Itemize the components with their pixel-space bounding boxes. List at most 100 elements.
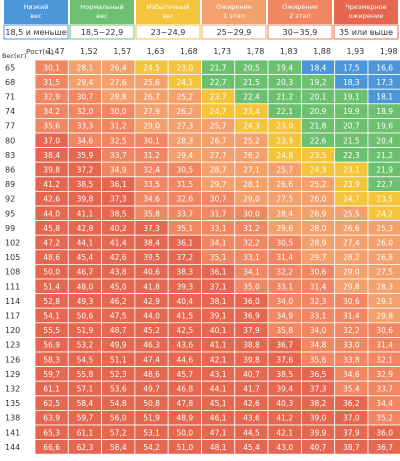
y-tick-label: 114 <box>5 297 20 306</box>
y-tick-label: 65 <box>5 63 15 72</box>
bmi-cell-value: 35,8 <box>276 326 293 335</box>
bmi-cell-value: 45,4 <box>243 443 260 452</box>
bmi-cell-value: 28,0 <box>310 224 327 233</box>
y-tick-label: 123 <box>5 341 20 350</box>
y-tick-label: 89 <box>5 180 15 189</box>
bmi-cell-value: 32,5 <box>110 136 127 145</box>
bmi-cell-value: 32,2 <box>276 268 293 277</box>
bmi-cell-value: 24,2 <box>376 209 393 218</box>
bmi-cell-value: 19,1 <box>343 93 360 102</box>
bmi-cell-value: 17,3 <box>376 78 393 87</box>
bmi-cell-value: 43,6 <box>243 414 260 423</box>
bmi-cell-value: 52,3 <box>110 370 127 379</box>
bmi-cell-value: 25,2 <box>310 180 327 189</box>
legend-swatch <box>136 0 200 24</box>
bmi-cell-value: 63,9 <box>43 414 60 423</box>
legend-range-box <box>69 24 135 40</box>
bmi-cell-value: 26,7 <box>210 136 227 145</box>
bmi-cell-value: 66,6 <box>43 443 60 452</box>
bmi-cell-value: 26,0 <box>310 195 327 204</box>
bmi-cell-value: 32,1 <box>376 355 393 364</box>
bmi-cell-value: 47,8 <box>176 399 193 408</box>
bmi-cell-value: 54,1 <box>43 312 60 321</box>
bmi-cell-value: 40,4 <box>176 297 193 306</box>
x-tick-label: 1,88 <box>313 47 331 56</box>
y-tick-label: 108 <box>5 268 20 277</box>
bmi-cell-value: 32,3 <box>310 297 327 306</box>
bmi-cell-value: 24,7 <box>210 107 227 116</box>
legend-range-box <box>267 24 333 40</box>
bmi-cell-value: 23,4 <box>243 107 260 116</box>
bmi-cell-value: 33,7 <box>176 209 193 218</box>
legend-label: 1 этап <box>223 12 245 20</box>
bmi-cell-value: 28,3 <box>176 136 193 145</box>
legend-label: Нормальный <box>80 3 123 11</box>
bmi-cell-value: 27,1 <box>243 166 260 175</box>
bmi-cell-value: 41,2 <box>43 180 60 189</box>
bmi-cell-value: 32,4 <box>143 166 160 175</box>
y-tick-label: 135 <box>5 399 20 408</box>
y-tick-label: 117 <box>5 312 20 321</box>
bmi-cell-value: 30,5 <box>276 239 293 248</box>
bmi-cell-value: 44,0 <box>143 312 160 321</box>
bmi-cell-value: 31,5 <box>176 180 193 189</box>
y-tick-label: 92 <box>5 195 15 204</box>
bmi-cell-value: 56,0 <box>110 414 127 423</box>
x-tick-label: 1,98 <box>380 47 398 56</box>
legend-label: ожирение <box>349 12 384 20</box>
bmi-cell-value: 24,5 <box>143 63 160 72</box>
bmi-cell-value: 61,1 <box>77 428 94 437</box>
bmi-cell-value: 56,9 <box>43 341 60 350</box>
bmi-cell-value: 37,2 <box>176 253 193 262</box>
bmi-cell-value: 34,0 <box>310 326 327 335</box>
bmi-cell-value: 26,9 <box>310 209 327 218</box>
bmi-cell-value: 46,1 <box>210 414 227 423</box>
bmi-cell-value: 42,1 <box>276 428 293 437</box>
bmi-cell-value: 51,9 <box>143 414 160 423</box>
bmi-cell-value: 29,7 <box>210 180 227 189</box>
bmi-cell-value: 24,1 <box>176 78 193 87</box>
bmi-cell-value: 36,7 <box>276 341 293 350</box>
bmi-cell-value: 44,1 <box>77 239 94 248</box>
bmi-cell-value: 42,6 <box>243 399 260 408</box>
bmi-cell-value: 38,2 <box>310 399 327 408</box>
bmi-cell-value: 53,6 <box>110 385 127 394</box>
y-tick-label: 138 <box>5 414 20 423</box>
legend-range-box <box>333 24 399 40</box>
bmi-cell-value: 33,1 <box>243 253 260 262</box>
bmi-cell-value: 20,7 <box>343 122 360 131</box>
bmi-cell-value: 23,9 <box>276 136 293 145</box>
bmi-cell-value: 40,6 <box>143 268 160 277</box>
bmi-cell-value: 27,9 <box>143 107 160 116</box>
legend-swatch <box>70 0 134 24</box>
bmi-cell-value: 38,5 <box>77 180 94 189</box>
bmi-cell-value: 49,9 <box>110 341 127 350</box>
bmi-cell-value: 25,5 <box>343 209 360 218</box>
bmi-cell-value: 33,1 <box>276 282 293 291</box>
bmi-cell-value: 25,6 <box>143 78 160 87</box>
bmi-cell-value: 39,9 <box>310 428 327 437</box>
bmi-cell-value: 35,4 <box>343 385 360 394</box>
bmi-cell-value: 45,1 <box>210 399 227 408</box>
bmi-cell-value: 38,4 <box>143 239 160 248</box>
bmi-cell-value: 37,3 <box>143 224 160 233</box>
bmi-cell-value: 30,1 <box>143 136 160 145</box>
bmi-cell-value: 21,9 <box>376 166 393 175</box>
legend-label: вес <box>162 12 174 20</box>
bmi-cell-value: 48,9 <box>176 414 193 423</box>
bmi-cell-value: 19,6 <box>376 122 393 131</box>
x-tick-labels: 1,47 1,52 1,57 1,63 1,68 1,73 1,78 1,83 1,88 1,93… <box>47 47 398 56</box>
bmi-cell-value: 35,9 <box>77 151 94 160</box>
bmi-cell-value: 24,7 <box>343 195 360 204</box>
legend-label: Ожирение <box>216 3 252 11</box>
legend-swatch <box>334 0 398 24</box>
bmi-cell-value: 45,0 <box>110 282 127 291</box>
y-tick-label: 68 <box>5 78 15 87</box>
bmi-cell-value: 34,2 <box>43 107 60 116</box>
bmi-cell-value: 20,1 <box>310 93 327 102</box>
bmi-cell-value: 40,7 <box>310 443 327 452</box>
bmi-cell-value: 45,7 <box>176 370 193 379</box>
bmi-cell-value: 36,2 <box>343 399 360 408</box>
bmi-cell-value: 30,7 <box>77 93 94 102</box>
